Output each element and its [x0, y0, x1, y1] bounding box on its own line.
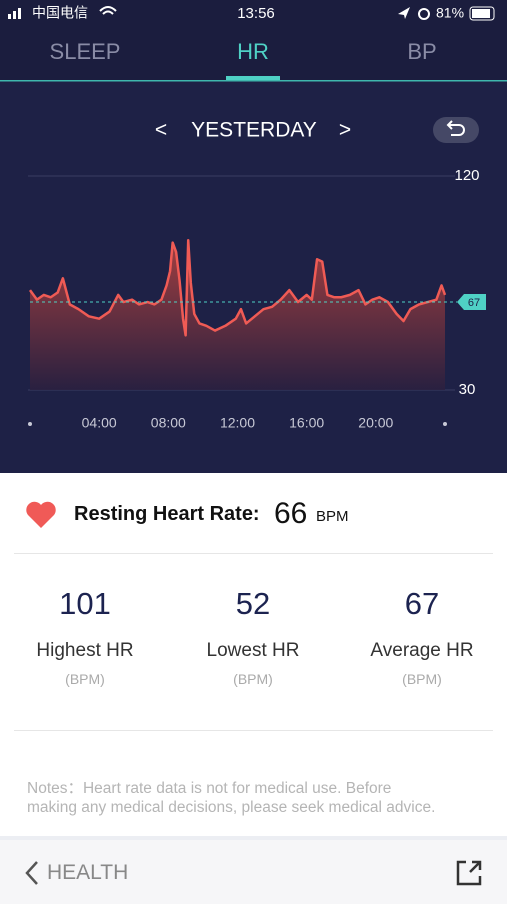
x-tick-label: 20:00	[358, 415, 393, 431]
x-tick-label: 04:00	[82, 415, 117, 431]
stat-value: 101	[59, 586, 111, 621]
active-tab-indicator	[226, 76, 280, 80]
header-and-chart: 中国电信 13:56 81% SLEEP HR BP < YESTERDAY >…	[0, 0, 507, 473]
note-line: making any medical decisions, please see…	[27, 799, 436, 816]
next-day[interactable]: >	[339, 119, 351, 142]
stat-label: Average HR	[370, 640, 474, 661]
alarm-icon	[418, 8, 430, 20]
day-label: YESTERDAY	[191, 119, 317, 142]
tab[interactable]: SLEEP	[50, 39, 121, 64]
share-icon[interactable]	[454, 858, 484, 888]
reference-label: 67	[468, 297, 480, 309]
stat-label: Lowest HR	[206, 640, 300, 661]
note-line: Notes：Heart rate data is not for medical…	[27, 780, 392, 797]
reference-badge	[457, 294, 486, 311]
hr-line	[28, 238, 447, 337]
stat-unit: (BPM)	[65, 671, 105, 687]
stat-unit: (BPM)	[402, 671, 442, 687]
resting-label: Resting Heart Rate:	[74, 503, 260, 525]
x-tick-label: 08:00	[151, 415, 186, 431]
battery-level	[472, 9, 490, 18]
divider	[0, 80, 507, 82]
resting-value: 66	[274, 497, 308, 530]
signal-icon	[8, 8, 21, 19]
heart-icon	[26, 501, 56, 528]
battery-text: 81%	[436, 5, 464, 21]
clock: 13:56	[237, 5, 275, 22]
stat-label: Highest HR	[36, 640, 134, 661]
divider	[14, 553, 493, 554]
resting-unit: BPM	[316, 508, 349, 525]
footer: HEALTH	[0, 836, 507, 904]
divider	[14, 730, 493, 731]
back-label[interactable]: HEALTH	[47, 861, 129, 884]
y-tick-label: 30	[459, 381, 476, 398]
area	[30, 240, 445, 390]
x-end-dot	[28, 422, 32, 426]
tab[interactable]: HR	[237, 39, 269, 64]
wifi-icon	[99, 6, 117, 15]
x-tick-label: 12:00	[220, 415, 255, 431]
location-icon	[398, 7, 410, 19]
stat-value: 67	[404, 586, 440, 621]
tab-bar-bg	[0, 0, 507, 80]
stat-value: 52	[235, 586, 271, 621]
x-tick-label: 16:00	[289, 415, 324, 431]
battery-icon	[469, 6, 495, 21]
stat-unit: (BPM)	[233, 671, 273, 687]
y-tick-label: 120	[454, 167, 479, 184]
return-button[interactable]	[433, 117, 479, 143]
carrier: 中国电信	[32, 5, 88, 21]
tab[interactable]: BP	[407, 39, 436, 64]
prev-day[interactable]: <	[155, 119, 167, 142]
back-chevron[interactable]	[24, 860, 40, 886]
notes: Notes：Heart rate data is not for medical…	[27, 779, 435, 817]
x-end-dot	[443, 422, 447, 426]
